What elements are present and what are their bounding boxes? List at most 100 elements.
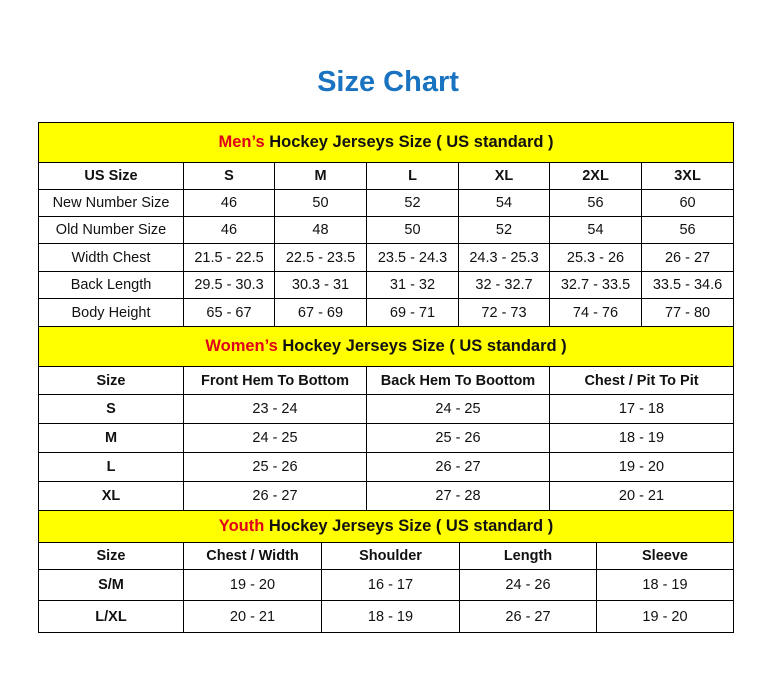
- table-cell: 20 - 21: [183, 600, 322, 633]
- column-header-row: US Size S M L XL 2XL 3XL: [38, 162, 735, 190]
- table-row: L 25 - 26 26 - 27 19 - 20: [38, 452, 735, 482]
- youth-size-table: Youth Hockey Jerseys Size ( US standard …: [37, 510, 735, 633]
- table-cell: 18 - 19: [595, 569, 735, 601]
- section-title-text: Hockey Jerseys Size ( US standard ): [277, 337, 567, 355]
- table-cell: 19 - 20: [595, 600, 735, 633]
- column-header: Front Hem To Bottom: [183, 366, 367, 395]
- table-cell: 29.5 - 30.3: [183, 271, 275, 299]
- table-cell: 31 - 32: [366, 271, 459, 299]
- table-row: XL 26 - 27 27 - 28 20 - 21: [38, 481, 735, 511]
- table-row: Width Chest 21.5 - 22.5 22.5 - 23.5 23.5 - …: [38, 243, 735, 272]
- table-cell: 72 - 73: [458, 298, 550, 327]
- row-label: L: [38, 452, 184, 482]
- table-row: Body Height 65 - 67 67 - 69 69 - 71 72 - 73 7…: [38, 298, 735, 327]
- column-header: L: [366, 162, 459, 190]
- table-cell: 16 - 17: [321, 569, 460, 601]
- row-label: L/XL: [38, 600, 184, 633]
- table-cell: 24 - 26: [459, 569, 597, 601]
- section-title-highlight: Women’s: [205, 337, 278, 355]
- row-label: Back Length: [38, 271, 184, 299]
- table-row: S 23 - 24 24 - 25 17 - 18: [38, 394, 735, 424]
- table-cell: 77 - 80: [640, 298, 735, 327]
- table-cell: 52: [458, 216, 550, 244]
- row-label: New Number Size: [38, 189, 184, 217]
- youth-section-header: Youth Hockey Jerseys Size ( US standard …: [37, 510, 735, 543]
- table-cell: 67 - 69: [274, 298, 367, 327]
- section-title: Men’s Hockey Jerseys Size ( US standard …: [37, 122, 735, 163]
- table-row: S/M 19 - 20 16 - 17 24 - 26 18 - 19: [38, 569, 735, 601]
- table-row: L/XL 20 - 21 18 - 19 26 - 27 19 - 20: [38, 600, 735, 633]
- mens-size-table: Men’s Hockey Jerseys Size ( US standard …: [37, 122, 735, 327]
- table-cell: 33.5 - 34.6: [640, 271, 735, 299]
- table-cell: 22.5 - 23.5: [274, 243, 367, 272]
- womens-size-table: Women’s Hockey Jerseys Size ( US standar…: [37, 326, 735, 511]
- table-cell: 56: [549, 189, 642, 217]
- table-cell: 27 - 28: [366, 481, 550, 511]
- column-header: Length: [459, 542, 597, 570]
- table-cell: 23.5 - 24.3: [366, 243, 459, 272]
- table-cell: 54: [458, 189, 550, 217]
- section-title: Women’s Hockey Jerseys Size ( US standar…: [37, 326, 735, 367]
- table-cell: 46: [183, 216, 275, 244]
- table-cell: 54: [549, 216, 642, 244]
- column-header: Chest / Width: [183, 542, 322, 570]
- column-header: Sleeve: [595, 542, 735, 570]
- table-cell: 20 - 21: [548, 481, 735, 511]
- mens-section-header: Men’s Hockey Jerseys Size ( US standard …: [37, 122, 735, 163]
- table-cell: 48: [274, 216, 367, 244]
- column-header: Size: [38, 542, 184, 570]
- table-cell: 24 - 25: [366, 394, 550, 424]
- column-header: Back Hem To Boottom: [366, 366, 550, 395]
- table-cell: 19 - 20: [548, 452, 735, 482]
- table-cell: 46: [183, 189, 275, 217]
- table-cell: 50: [274, 189, 367, 217]
- page-title: Size Chart: [317, 66, 459, 98]
- table-cell: 65 - 67: [183, 298, 275, 327]
- table-row: Old Number Size 46 48 50 52 54 56: [38, 216, 735, 244]
- table-cell: 69 - 71: [366, 298, 459, 327]
- table-cell: 25 - 26: [366, 423, 550, 453]
- table-cell: 74 - 76: [549, 298, 642, 327]
- column-header-text: Back Hem To Boottom: [380, 372, 536, 389]
- table-row: M 24 - 25 25 - 26 18 - 19: [38, 423, 735, 453]
- section-title-text: Hockey Jerseys Size ( US standard ): [264, 133, 554, 151]
- section-title-highlight: Men’s: [218, 133, 265, 151]
- table-cell: 26 - 27: [183, 481, 367, 511]
- table-cell: 26 - 27: [366, 452, 550, 482]
- table-cell: 56: [640, 216, 735, 244]
- table-cell: 25 - 26: [183, 452, 367, 482]
- table-cell: 17 - 18: [548, 394, 735, 424]
- table-cell: 18 - 19: [321, 600, 460, 633]
- table-cell: 24 - 25: [183, 423, 367, 453]
- column-header: 2XL: [549, 162, 642, 190]
- table-cell: 25.3 - 26: [549, 243, 642, 272]
- column-header-row: Size Chest / Width Shoulder Length Sleeve: [38, 542, 735, 570]
- section-title: Youth Hockey Jerseys Size ( US standard …: [37, 510, 735, 543]
- table-cell: 24.3 - 25.3: [458, 243, 550, 272]
- row-label: S: [38, 394, 184, 424]
- row-label: Width Chest: [38, 243, 184, 272]
- column-header-row: Size Front Hem To Bottom Back Hem To Boott…: [38, 366, 735, 395]
- table-cell: 30.3 - 31: [274, 271, 367, 299]
- table-cell: 50: [366, 216, 459, 244]
- row-label: XL: [38, 481, 184, 511]
- table-cell: 52: [366, 189, 459, 217]
- table-cell: 21.5 - 22.5: [183, 243, 275, 272]
- column-header: Shoulder: [321, 542, 460, 570]
- section-title-text: Hockey Jerseys Size ( US standard ): [264, 517, 554, 535]
- section-title-highlight: Youth: [218, 517, 265, 535]
- row-label: S/M: [38, 569, 184, 601]
- column-header: Chest / Pit To Pit: [548, 366, 735, 395]
- table-cell: 18 - 19: [548, 423, 735, 453]
- row-label: Body Height: [38, 298, 184, 327]
- table-cell: 26 - 27: [640, 243, 735, 272]
- table-cell: 60: [640, 189, 735, 217]
- column-header: S: [183, 162, 275, 190]
- table-cell: 32.7 - 33.5: [549, 271, 642, 299]
- column-header: 3XL: [640, 162, 735, 190]
- column-header: M: [274, 162, 367, 190]
- table-row: New Number Size 46 50 52 54 56 60: [38, 189, 735, 217]
- column-header: XL: [458, 162, 550, 190]
- table-row: Back Length 29.5 - 30.3 30.3 - 31 31 - 32 32…: [38, 271, 735, 299]
- table-cell: 23 - 24: [183, 394, 367, 424]
